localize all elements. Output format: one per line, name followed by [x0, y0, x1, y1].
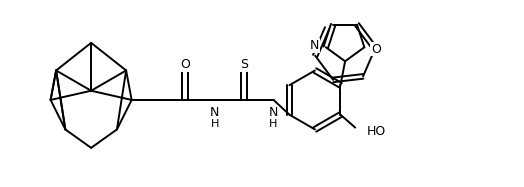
Text: O: O [371, 43, 381, 56]
Text: O: O [180, 59, 190, 71]
Text: HO: HO [366, 125, 386, 138]
Text: N: N [210, 106, 219, 119]
Text: S: S [240, 59, 248, 71]
Text: N: N [269, 106, 278, 119]
Text: N: N [310, 39, 319, 52]
Text: H: H [210, 119, 219, 129]
Text: H: H [269, 119, 278, 129]
